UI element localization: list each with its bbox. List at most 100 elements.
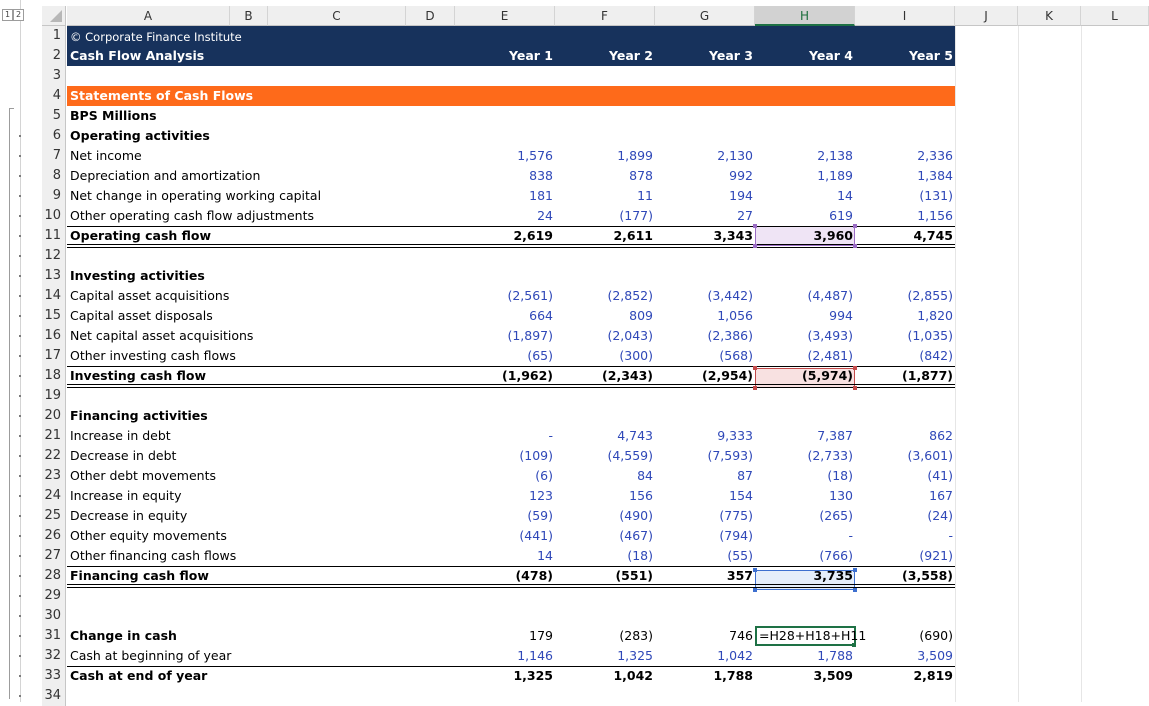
column-header-j[interactable]: J: [955, 6, 1018, 26]
row-header-8[interactable]: 8: [42, 166, 66, 186]
operating-row-1-value-5[interactable]: 2,336: [917, 148, 953, 163]
row-header-11[interactable]: 11: [42, 226, 66, 246]
investing-row-4-value-4[interactable]: (2,481): [807, 348, 853, 363]
investing-total-value-5[interactable]: (1,877): [902, 368, 953, 383]
financing-row-4-value-2[interactable]: 156: [629, 488, 653, 503]
investing-row-2-value-5[interactable]: 1,820: [917, 308, 953, 323]
row-header-4[interactable]: 4: [42, 86, 66, 106]
financing-row-7-value-3[interactable]: (55): [727, 548, 753, 563]
investing-row-3-value-5[interactable]: (1,035): [907, 328, 953, 343]
operating-row-3-value-5[interactable]: (131): [919, 188, 953, 203]
investing-row-1-value-4[interactable]: (4,487): [807, 288, 853, 303]
investing-row-3-value-4[interactable]: (3,493): [807, 328, 853, 343]
row-header-17[interactable]: 17: [42, 346, 66, 366]
cash-ending-value-1[interactable]: 1,325: [513, 668, 553, 683]
row-header-25[interactable]: 25: [42, 506, 66, 526]
operating-total-value-4[interactable]: 3,960: [813, 228, 853, 243]
row-header-29[interactable]: 29: [42, 586, 66, 606]
financing-row-4-value-1[interactable]: 123: [529, 488, 553, 503]
operating-row-3-value-4[interactable]: 14: [837, 188, 853, 203]
operating-row-2-value-3[interactable]: 992: [729, 168, 753, 183]
range-handle-2-2[interactable]: [753, 588, 757, 592]
investing-row-3-value-1[interactable]: (1,897): [507, 328, 553, 343]
financing-row-5-value-1[interactable]: (59): [527, 508, 553, 523]
row-header-3[interactable]: 3: [42, 66, 66, 86]
investing-row-1-value-3[interactable]: (3,442): [707, 288, 753, 303]
row-header-30[interactable]: 30: [42, 606, 66, 626]
investing-total-value-3[interactable]: (2,954): [702, 368, 753, 383]
cash-ending-value-3[interactable]: 1,788: [713, 668, 753, 683]
range-handle-0-2[interactable]: [753, 244, 757, 248]
operating-row-4-value-4[interactable]: 619: [829, 208, 853, 223]
operating-row-4-value-5[interactable]: 1,156: [917, 208, 953, 223]
range-handle-1-1[interactable]: [853, 366, 857, 370]
financing-total-value-4[interactable]: 3,735: [813, 568, 853, 583]
fill-handle[interactable]: [852, 643, 856, 647]
investing-total-value-4[interactable]: (5,974): [802, 368, 853, 383]
financing-row-4-value-3[interactable]: 154: [729, 488, 753, 503]
cash-beginning-value-4[interactable]: 1,788: [817, 648, 853, 663]
row-header-28[interactable]: 28: [42, 566, 66, 586]
cash-beginning-value-5[interactable]: 3,509: [917, 648, 953, 663]
row-header-2[interactable]: 2: [42, 46, 66, 66]
row-header-15[interactable]: 15: [42, 306, 66, 326]
financing-row-4-value-5[interactable]: 167: [929, 488, 953, 503]
financing-row-3-value-4[interactable]: (18): [827, 468, 853, 483]
range-handle-2-0[interactable]: [753, 568, 757, 572]
row-header-20[interactable]: 20: [42, 406, 66, 426]
row-header-22[interactable]: 22: [42, 446, 66, 466]
financing-row-6-value-3[interactable]: (794): [719, 528, 753, 543]
outline-level-2-button[interactable]: 2: [13, 9, 24, 21]
financing-row-2-value-2[interactable]: (4,559): [607, 448, 653, 463]
investing-row-4-value-1[interactable]: (65): [527, 348, 553, 363]
cash-beginning-value-3[interactable]: 1,042: [717, 648, 753, 663]
row-header-34[interactable]: 34: [42, 686, 66, 706]
financing-row-2-value-5[interactable]: (3,601): [907, 448, 953, 463]
operating-total-value-1[interactable]: 2,619: [513, 228, 553, 243]
column-header-h[interactable]: H: [755, 6, 855, 26]
financing-total-value-2[interactable]: (551): [615, 568, 653, 583]
row-header-14[interactable]: 14: [42, 286, 66, 306]
cash-beginning-value-1[interactable]: 1,146: [517, 648, 553, 663]
change-in-cash-value-2[interactable]: (283): [619, 628, 653, 643]
cash-ending-value-4[interactable]: 3,509: [813, 668, 853, 683]
change-in-cash-value-1[interactable]: 179: [529, 628, 553, 643]
operating-row-3-value-1[interactable]: 181: [529, 188, 553, 203]
operating-row-1-value-4[interactable]: 2,138: [817, 148, 853, 163]
column-header-d[interactable]: D: [406, 6, 455, 26]
range-handle-2-1[interactable]: [853, 568, 857, 572]
row-header-18[interactable]: 18: [42, 366, 66, 386]
operating-row-3-value-3[interactable]: 194: [729, 188, 753, 203]
investing-total-value-2[interactable]: (2,343): [602, 368, 653, 383]
row-header-26[interactable]: 26: [42, 526, 66, 546]
investing-row-4-value-5[interactable]: (842): [919, 348, 953, 363]
operating-row-1-value-2[interactable]: 1,899: [617, 148, 653, 163]
investing-row-2-value-4[interactable]: 994: [829, 308, 853, 323]
outline-level-1-button[interactable]: 1: [2, 9, 13, 21]
financing-row-1-value-5[interactable]: 862: [929, 428, 953, 443]
column-header-e[interactable]: E: [455, 6, 555, 26]
investing-row-1-value-2[interactable]: (2,852): [607, 288, 653, 303]
row-header-5[interactable]: 5: [42, 106, 66, 126]
operating-row-4-value-3[interactable]: 27: [737, 208, 753, 223]
operating-row-1-value-1[interactable]: 1,576: [517, 148, 553, 163]
cash-ending-value-5[interactable]: 2,819: [913, 668, 953, 683]
row-header-24[interactable]: 24: [42, 486, 66, 506]
financing-total-value-1[interactable]: (478): [515, 568, 553, 583]
row-header-23[interactable]: 23: [42, 466, 66, 486]
financing-row-7-value-5[interactable]: (921): [919, 548, 953, 563]
range-handle-0-0[interactable]: [753, 224, 757, 228]
row-header-32[interactable]: 32: [42, 646, 66, 666]
range-handle-1-3[interactable]: [853, 386, 857, 390]
financing-row-4-value-4[interactable]: 130: [829, 488, 853, 503]
row-header-27[interactable]: 27: [42, 546, 66, 566]
column-header-g[interactable]: G: [655, 6, 755, 26]
financing-row-2-value-1[interactable]: (109): [519, 448, 553, 463]
financing-row-3-value-1[interactable]: (6): [535, 468, 553, 483]
investing-total-value-1[interactable]: (1,962): [502, 368, 553, 383]
financing-row-6-value-1[interactable]: (441): [519, 528, 553, 543]
outline-group-bracket[interactable]: [9, 108, 14, 699]
financing-row-3-value-2[interactable]: 84: [637, 468, 653, 483]
operating-row-2-value-5[interactable]: 1,384: [917, 168, 953, 183]
financing-row-7-value-4[interactable]: (766): [819, 548, 853, 563]
